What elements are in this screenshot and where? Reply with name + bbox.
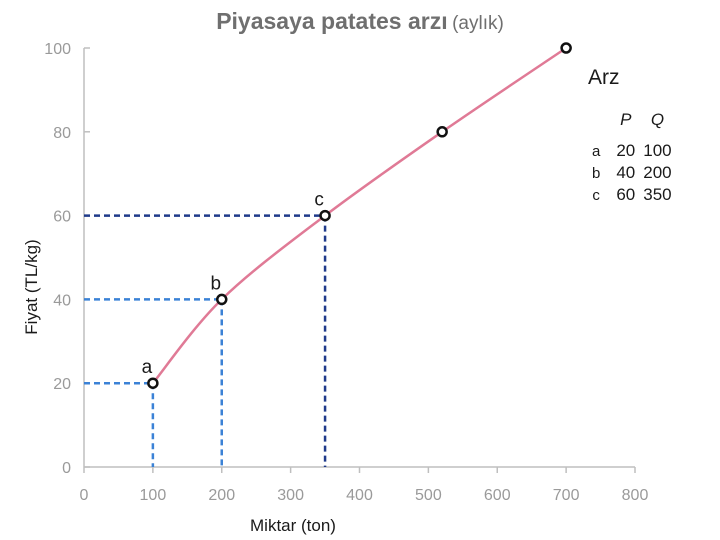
y-tick-label: 100 — [44, 41, 71, 58]
table-row-label: a — [592, 142, 601, 160]
chart-title-sub: (aylık) — [452, 13, 504, 34]
data-point-label: c — [314, 190, 324, 211]
data-point — [319, 209, 331, 222]
y-axis-label: Fiyat (TL/kg) — [22, 239, 41, 335]
chart-title: Piyasaya patates arzı (aylık) — [0, 8, 720, 35]
y-tick-label: 0 — [62, 460, 71, 477]
table-row-label: c — [592, 186, 600, 204]
x-tick-label: 100 — [140, 487, 167, 504]
table-row: b 40 200 — [588, 162, 676, 184]
table-cell-q: 200 — [643, 163, 672, 182]
data-point — [216, 293, 228, 306]
table-cell-p: 20 — [616, 141, 636, 160]
table-cell-p: 40 — [616, 163, 636, 182]
data-point — [147, 377, 159, 389]
x-axis-label: Miktar (ton) — [250, 516, 336, 535]
table-cell-q: 350 — [643, 185, 672, 204]
data-point — [436, 126, 448, 138]
price-quantity-table: P Q a 20 100 b 40 200 c 60 350 — [588, 110, 676, 206]
x-tick-label: 500 — [415, 487, 442, 504]
x-tick-label: 300 — [277, 487, 304, 504]
chart-title-main: Piyasaya patates arzı — [216, 8, 448, 34]
x-tick-label: 600 — [484, 487, 511, 504]
x-tick-label: 0 — [80, 487, 89, 504]
y-tick-label: 20 — [53, 376, 71, 393]
y-tick-label: 60 — [53, 209, 71, 226]
x-tick-label: 700 — [553, 487, 580, 504]
table-corner — [588, 110, 612, 140]
table-header-row: P Q — [588, 110, 676, 140]
data-point-label: a — [142, 357, 153, 378]
data-point — [560, 42, 572, 54]
table-header-q: Q — [650, 110, 665, 129]
table-cell-p: 60 — [616, 185, 636, 204]
table-row-label: b — [592, 164, 601, 182]
table-row: a 20 100 — [588, 140, 676, 162]
table-row: c 60 350 — [588, 184, 676, 206]
y-tick-label: 80 — [53, 125, 71, 142]
x-tick-label: 200 — [208, 487, 235, 504]
table-header-p: P — [620, 110, 632, 129]
x-tick-label: 800 — [622, 487, 649, 504]
series-name-label: Arz — [588, 66, 620, 89]
x-tick-label: 400 — [346, 487, 373, 504]
y-tick-label: 40 — [53, 292, 71, 309]
data-point-label: b — [210, 273, 221, 294]
table-cell-q: 100 — [643, 141, 672, 160]
